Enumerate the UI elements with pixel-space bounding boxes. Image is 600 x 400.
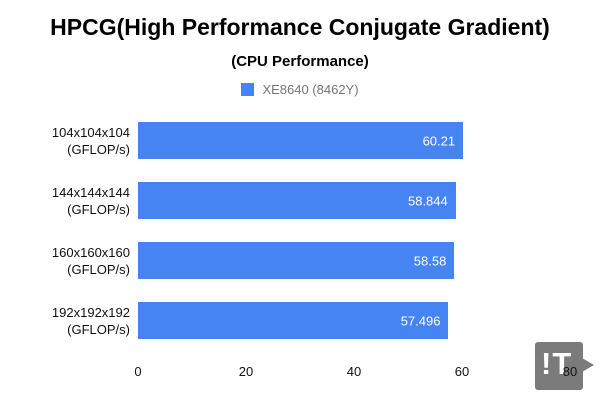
chart-subtitle: (CPU Performance)	[231, 53, 369, 70]
play-triangle-icon	[575, 354, 594, 376]
category-label: 160x160x160 (GFLOP/s)	[0, 244, 130, 278]
bar: 58.58	[138, 242, 455, 279]
bar-row: 192x192x192 (GFLOP/s) 57.496	[0, 302, 600, 339]
chart-title: HPCG(High Performance Conjugate Gradient…	[50, 14, 550, 40]
x-axis-tick-label: 0	[134, 364, 142, 379]
category-label: 104x104x104 (GFLOP/s)	[0, 124, 130, 158]
it-watermark-logo: !T	[535, 342, 594, 390]
legend-color-swatch	[241, 83, 255, 96]
bar: 60.21	[138, 122, 464, 159]
bar-value-label: 58.844	[407, 193, 448, 208]
bar-value-label: 58.58	[413, 253, 447, 268]
category-label-line1: 192x192x192	[51, 304, 130, 320]
bar-track: 58.58	[138, 242, 570, 279]
x-axis-tick-label: 40	[346, 364, 362, 379]
category-label-line1: 104x104x104	[51, 124, 130, 140]
bar-row: 160x160x160 (GFLOP/s) 58.58	[0, 242, 600, 279]
bar-value-label: 57.496	[400, 313, 441, 328]
category-label: 144x144x144 (GFLOP/s)	[0, 184, 130, 218]
bar: 57.496	[138, 302, 449, 339]
bar: 58.844	[138, 182, 456, 219]
x-axis-tick-label: 20	[238, 364, 254, 379]
category-label-line1: 144x144x144	[51, 184, 130, 200]
category-label-line2: (GFLOP/s)	[67, 321, 130, 337]
category-label-line2: (GFLOP/s)	[67, 201, 130, 217]
legend: XE8640 (8462Y)	[0, 82, 600, 97]
x-axis: 0 20 40 60 80	[134, 364, 577, 382]
x-axis-tick-label: 60	[454, 364, 470, 379]
bar-track: 57.496	[138, 302, 570, 339]
bar-value-label: 60.21	[422, 133, 456, 148]
category-label-line2: (GFLOP/s)	[67, 261, 130, 277]
category-label: 192x192x192 (GFLOP/s)	[0, 304, 130, 338]
bar-track: 58.844	[138, 182, 570, 219]
bar-track: 60.21	[138, 122, 570, 159]
watermark-text: !T	[541, 346, 573, 381]
category-label-line2: (GFLOP/s)	[67, 141, 130, 157]
legend-label: XE8640 (8462Y)	[262, 82, 359, 97]
bar-row: 144x144x144 (GFLOP/s) 58.844	[0, 182, 600, 219]
category-label-line1: 160x160x160	[51, 244, 130, 260]
bar-row: 104x104x104 (GFLOP/s) 60.21	[0, 122, 600, 159]
x-axis-tick-label: 80	[562, 364, 578, 379]
